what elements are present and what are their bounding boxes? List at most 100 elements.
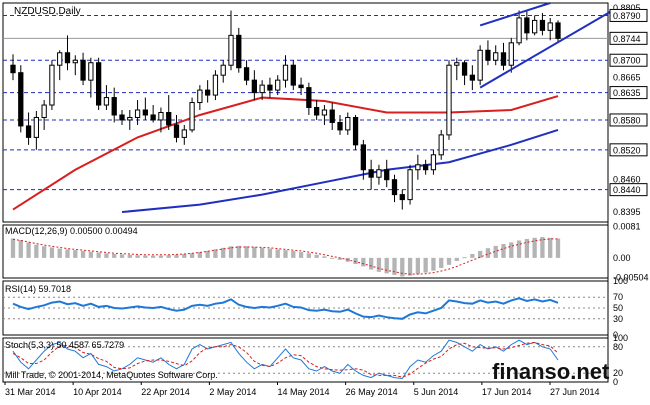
macd-bar-28 [228, 246, 234, 258]
candle-body-42 [337, 121, 343, 131]
macd-bar-20 [166, 255, 171, 258]
candle-body-14 [119, 114, 125, 121]
candle-body-24 [197, 89, 203, 104]
macd-bar-62 [493, 245, 498, 258]
rsi-tick-label-0: 100 [613, 276, 628, 286]
stoch-label: Stoch(5,3,3) 50.4587 65.7279 [5, 340, 124, 350]
candle-body-0 [10, 64, 16, 74]
macd-bar-68 [540, 236, 545, 258]
time-label-3: 2 May 2014 [209, 387, 256, 397]
moving-averages [12, 95, 559, 214]
level-label-box-0 [609, 8, 648, 22]
macd-bar-61 [485, 248, 491, 258]
candle-body-32 [259, 84, 265, 94]
macd-bar-69 [548, 237, 553, 258]
watermark: finanso.net [492, 359, 610, 384]
candle-body-18 [150, 114, 156, 121]
macd-bar-18 [151, 255, 156, 258]
current-price-box [609, 31, 648, 45]
macd-bar-49 [392, 257, 397, 275]
candle-body-41 [329, 109, 335, 123]
candle-body-43 [345, 116, 351, 131]
candle-body-65 [516, 17, 522, 44]
macd-bar-63 [501, 243, 506, 258]
level-label-box-1 [609, 53, 648, 67]
macd-bar-48 [384, 257, 389, 274]
level-label-4: 0.8520 [613, 145, 641, 155]
macd-bar-8 [73, 250, 78, 258]
candle-body-20 [166, 112, 172, 126]
time-label-7: 17 Jun 2014 [482, 387, 532, 397]
level-label-box-5 [609, 183, 648, 197]
candle-body-6 [57, 52, 63, 66]
candle-body-8 [72, 59, 78, 64]
time-axis: 31 Mar 2014 10 Apr 2014 22 Apr 2014 2 May 2… [4, 382, 600, 397]
level-label-5: 0.8440 [613, 185, 641, 195]
panel-frames [2, 2, 609, 383]
candle-body-7 [64, 52, 71, 64]
time-label-6: 5 Jun 2014 [414, 387, 459, 397]
macd-bar-34 [275, 249, 280, 258]
macd-bar-55 [439, 257, 444, 268]
candle-body-59 [469, 74, 475, 81]
candle-body-37 [298, 84, 304, 89]
candle-body-50 [399, 194, 405, 201]
macd-bar-47 [376, 257, 382, 272]
candle-body-49 [391, 179, 398, 196]
rsi-tick-label-1: 70 [613, 292, 623, 302]
candle-body-45 [360, 144, 366, 171]
candle-body-23 [189, 102, 195, 131]
macd-bar-24 [197, 252, 202, 258]
candle-body-55 [438, 134, 444, 156]
chart-title: NZDUSD,Daily [14, 6, 81, 17]
macd-bar-21 [174, 254, 179, 258]
footer-copyright: Mill Trade, © 2001-2014, MetaQuotes Soft… [5, 370, 218, 380]
macd-bar-31 [252, 247, 257, 258]
macd-tick-label-2: -0.00504 [613, 272, 649, 282]
candle-body-57 [454, 62, 460, 66]
macd-bar-22 [182, 254, 187, 258]
macd-signal-line [12, 238, 558, 275]
macd-bar-64 [509, 242, 514, 258]
rsi-label: RSI(14) 59.7018 [5, 284, 71, 294]
level-label-box-2 [609, 86, 648, 100]
stoch-tick-label-3: 0 [613, 377, 618, 387]
macd-bar-3 [34, 244, 39, 258]
candle-body-10 [88, 62, 94, 81]
macd-bar-26 [213, 249, 218, 258]
candle-body-4 [41, 104, 47, 118]
candle-body-58 [461, 62, 468, 76]
macd-bar-32 [260, 247, 265, 258]
stoch-signal-line [12, 341, 559, 378]
channel-upper-line [479, 2, 551, 27]
rsi-tick-label-2: 50 [613, 303, 623, 313]
macd-bar-66 [524, 238, 529, 258]
candle-body-51 [407, 169, 413, 201]
candle-body-21 [173, 124, 180, 138]
macd-bar-67 [532, 237, 537, 258]
candle-body-19 [158, 112, 164, 121]
macd-bar-15 [127, 254, 132, 258]
candle-body-33 [267, 84, 273, 91]
candle-body-53 [423, 164, 429, 171]
macd-bar-27 [221, 247, 226, 258]
candle-body-66 [524, 17, 530, 34]
rsi-line [12, 297, 559, 320]
price-tick-label-0: 0.8805 [613, 3, 641, 13]
macd-bar-11 [96, 252, 101, 258]
candle-body-44 [352, 116, 359, 146]
candle-body-61 [485, 49, 491, 61]
macd-bar-52 [415, 257, 420, 275]
macd-bar-39 [314, 254, 319, 258]
candle-body-47 [376, 169, 382, 178]
stoch-tick-label-2: 20 [613, 368, 623, 378]
macd-bar-35 [283, 250, 288, 258]
rsi-tick-label-4: 0 [613, 330, 618, 340]
macd-bar-38 [306, 253, 311, 258]
macd-bar-10 [88, 251, 93, 258]
macd-bar-9 [80, 250, 86, 258]
candle-body-16 [134, 109, 141, 118]
level-label-1: 0.8700 [613, 56, 641, 66]
